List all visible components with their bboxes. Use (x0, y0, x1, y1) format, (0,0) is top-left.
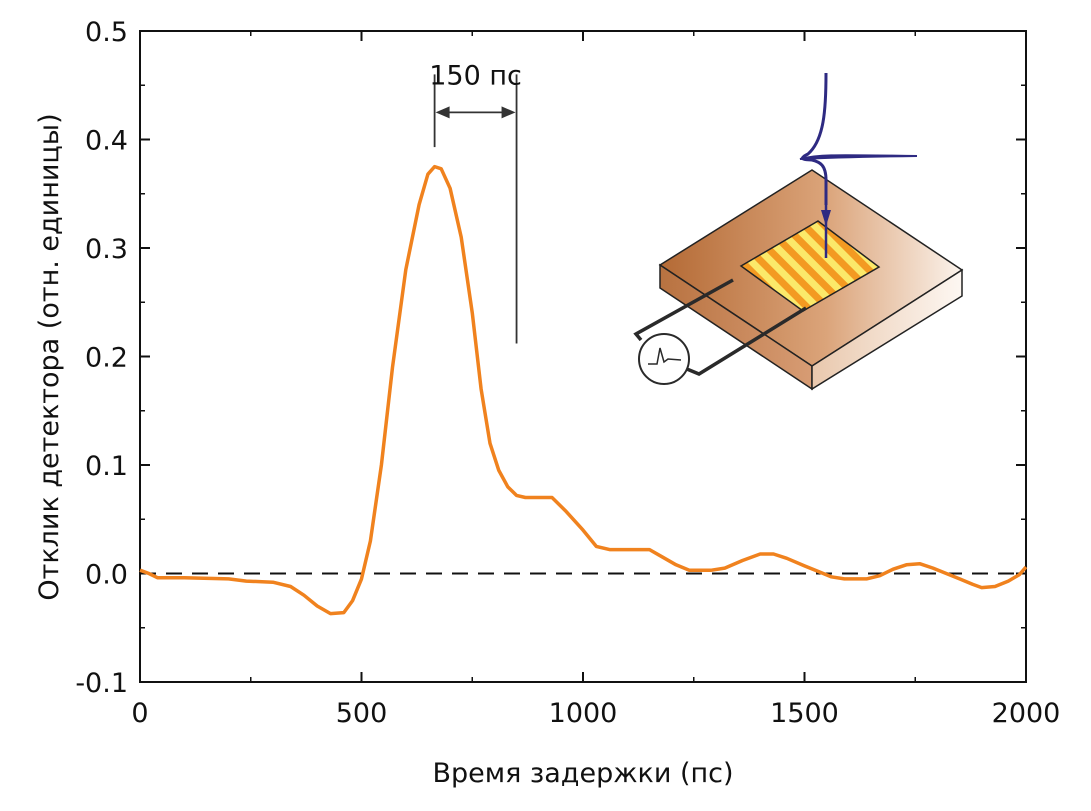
detector-chip-illustration (633, 72, 964, 391)
y-axis-title: Отклик детектора (отн. единицы) (34, 113, 65, 600)
arrowhead-right-icon (501, 106, 516, 119)
annotation-150ps: 150 пс (429, 60, 522, 344)
x-axis-ticks: 0 500 1000 1500 2000 (131, 31, 1060, 729)
pulse-trace-icon (648, 347, 682, 365)
x-tick-label: 2000 (992, 698, 1061, 729)
y-axis-ticks: -0.1 0.0 0.1 0.2 0.3 0.4 0.5 (75, 17, 1026, 699)
plot-frame (139, 30, 1027, 683)
x-tick-label: 1000 (549, 698, 618, 729)
y-tick-label: 0.5 (85, 17, 128, 48)
y-tick-label: 0.0 (85, 560, 128, 591)
annotation-label: 150 пс (429, 60, 522, 91)
series-line (139, 164, 1028, 616)
chip-side-face (811, 268, 963, 391)
y-tick-label: 0.1 (85, 451, 128, 482)
y-tick-label: -0.1 (75, 668, 128, 699)
pulse-arrowhead-icon (821, 210, 831, 226)
x-tick-label: 0 (131, 698, 148, 729)
pulse-spike-icon (799, 154, 918, 160)
wire-top (633, 278, 734, 342)
oscilloscope-icon (638, 333, 690, 385)
arrowhead-left-icon (435, 106, 450, 119)
x-axis-title: Время задержки (пс) (432, 758, 733, 789)
y-tick-label: 0.2 (85, 343, 128, 374)
x-tick-label: 500 (336, 698, 388, 729)
y-tick-label: 0.3 (85, 234, 128, 265)
y-tick-label: 0.4 (85, 126, 128, 157)
grating-icon (739, 220, 881, 312)
x-tick-label: 1500 (770, 698, 839, 729)
